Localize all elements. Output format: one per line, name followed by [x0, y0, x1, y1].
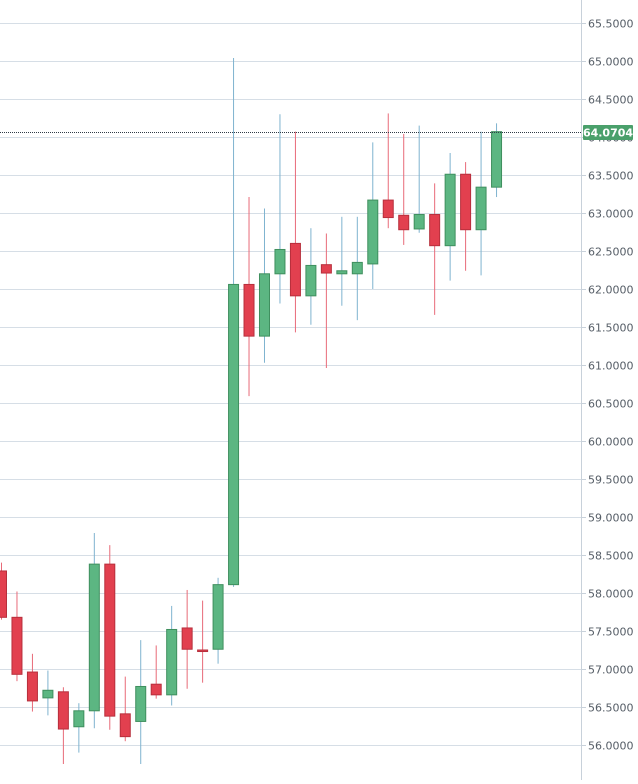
y-tick-label: 63.0000 — [588, 208, 634, 221]
y-tick-label: 58.0000 — [588, 588, 634, 601]
candle-body-down — [289, 242, 301, 297]
current-price-label: 64.0704 — [583, 127, 633, 140]
y-tick-label: 65.5000 — [588, 18, 634, 31]
y-tick-label: 62.5000 — [588, 246, 634, 259]
y-tick-label: 57.5000 — [588, 626, 634, 639]
candle — [475, 131, 487, 276]
candle — [274, 114, 286, 304]
candle-body-down — [460, 173, 472, 231]
candle-body-down — [243, 283, 255, 337]
candle-body-down — [57, 691, 69, 730]
candle — [181, 589, 193, 689]
y-tick-label: 56.5000 — [588, 702, 634, 715]
candle-body-down — [429, 214, 441, 247]
candle — [212, 577, 224, 664]
y-tick-label: 61.0000 — [588, 360, 634, 373]
y-tick-label: 56.0000 — [588, 740, 634, 753]
candle-body-up — [336, 270, 348, 275]
candle-body-up — [135, 685, 147, 722]
y-tick-label: 63.5000 — [588, 170, 634, 183]
candle-body-down — [104, 563, 116, 717]
candle — [336, 216, 348, 306]
candle-body-up — [413, 214, 425, 230]
candle — [88, 532, 100, 729]
candle — [0, 562, 7, 620]
candle-body-up — [88, 563, 100, 712]
candle — [73, 703, 85, 753]
candle — [413, 125, 425, 233]
candle-layer — [0, 57, 503, 764]
y-tick-label: 61.5000 — [588, 322, 634, 335]
candle — [289, 131, 301, 333]
candle — [104, 545, 116, 730]
candle — [398, 133, 410, 245]
candle — [460, 162, 472, 271]
current-price-tag — [583, 125, 633, 140]
candle — [228, 57, 240, 587]
candle-body-up — [305, 264, 317, 297]
y-tick-label: 58.5000 — [588, 550, 634, 563]
candle-body-down — [382, 199, 394, 219]
candle-body-down — [320, 264, 332, 274]
candle-body-up — [42, 689, 54, 699]
candle — [367, 142, 379, 289]
y-tick-label: 57.0000 — [588, 664, 634, 677]
candle-body-down — [11, 616, 23, 675]
candle-body-down — [119, 713, 131, 738]
candle — [351, 216, 363, 321]
candle — [197, 600, 209, 683]
y-tick-label: 60.0000 — [588, 436, 634, 449]
candle — [243, 197, 255, 397]
candle-body-up — [166, 628, 178, 696]
candle-body-up — [73, 710, 85, 728]
y-tick-label: 62.0000 — [588, 284, 634, 297]
candle-body-down — [26, 671, 38, 702]
y-tick-label: 64.5000 — [588, 94, 634, 107]
candle — [11, 591, 23, 682]
candle-body-up — [228, 283, 240, 586]
candle-body-down — [181, 627, 193, 650]
candle — [150, 645, 162, 699]
candle-body-down — [197, 649, 209, 653]
y-tick-label: 59.5000 — [588, 474, 634, 487]
candle — [166, 605, 178, 706]
candle-body-down — [150, 683, 162, 696]
candle-body-up — [212, 584, 224, 650]
candle — [42, 670, 54, 716]
candle-body-up — [274, 248, 286, 275]
candle-body-up — [491, 131, 503, 188]
candle-body-down — [398, 214, 410, 231]
current-price-indicator: 64.0704 — [0, 125, 633, 140]
candle-body-down — [0, 570, 7, 618]
candle-body-up — [367, 199, 379, 265]
candle — [305, 228, 317, 325]
candle — [258, 208, 270, 363]
candle — [26, 653, 38, 712]
candle — [135, 640, 147, 764]
candle — [119, 676, 131, 742]
candle — [382, 113, 394, 229]
y-tick-label: 60.5000 — [588, 398, 634, 411]
candle — [444, 152, 456, 281]
candle — [429, 183, 441, 315]
y-tick-label: 65.0000 — [588, 56, 634, 69]
candle-body-up — [258, 273, 270, 337]
candle — [57, 687, 69, 764]
candle-body-up — [444, 173, 456, 247]
candle-body-up — [351, 261, 363, 275]
candle — [320, 233, 332, 369]
candle-body-up — [475, 186, 487, 231]
y-tick-label: 59.0000 — [588, 512, 634, 525]
candle — [491, 123, 503, 198]
